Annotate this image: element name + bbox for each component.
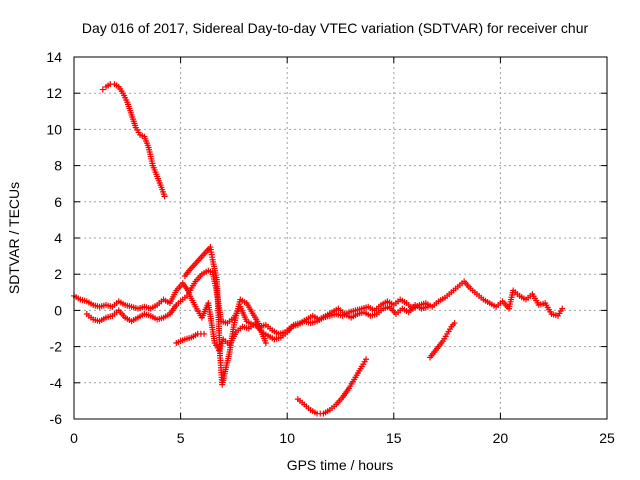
- series-arc-main-lower: [83, 291, 431, 354]
- x-tick-label: 20: [493, 430, 509, 446]
- series-arc-spikes: [181, 244, 269, 388]
- y-tick-label: 6: [54, 194, 62, 210]
- data-point: [161, 193, 168, 200]
- series-arc-main: [71, 267, 566, 337]
- x-tick-label: 10: [279, 430, 295, 446]
- y-axis-label: SDTVAR / TECUs: [6, 182, 22, 294]
- data-point: [559, 305, 566, 312]
- x-tick-label: 5: [177, 430, 185, 446]
- series-arc-low: [294, 356, 370, 417]
- data-points: [71, 81, 566, 417]
- y-tick-label: 10: [46, 121, 62, 137]
- x-tick-label: 25: [599, 430, 615, 446]
- x-tick-label: 15: [386, 430, 402, 446]
- y-tick-label: -2: [50, 339, 63, 355]
- y-tick-label: 12: [46, 85, 62, 101]
- data-point: [201, 330, 208, 337]
- chart-title: Day 016 of 2017, Sidereal Day-to-day VTE…: [82, 20, 589, 36]
- y-tick-label: 4: [54, 230, 62, 246]
- y-tick-label: 2: [54, 266, 62, 282]
- data-point: [424, 303, 431, 310]
- y-tick-label: -4: [50, 375, 63, 391]
- data-point: [451, 320, 458, 327]
- data-point: [262, 339, 269, 346]
- y-tick-label: -6: [50, 411, 63, 427]
- series-arc-short-left: [173, 330, 208, 346]
- plot-frame: [73, 56, 608, 420]
- x-axis-label: GPS time / hours: [287, 457, 394, 473]
- data-point: [363, 356, 370, 363]
- series-arc-right-short: [427, 320, 458, 361]
- y-tick-label: 14: [46, 49, 62, 65]
- y-tick-label: 0: [54, 302, 62, 318]
- series-arc-high: [99, 81, 168, 200]
- grid-lines: [74, 57, 607, 419]
- data-point: [99, 86, 106, 93]
- y-tick-label: 8: [54, 158, 62, 174]
- x-tick-label: 0: [70, 430, 78, 446]
